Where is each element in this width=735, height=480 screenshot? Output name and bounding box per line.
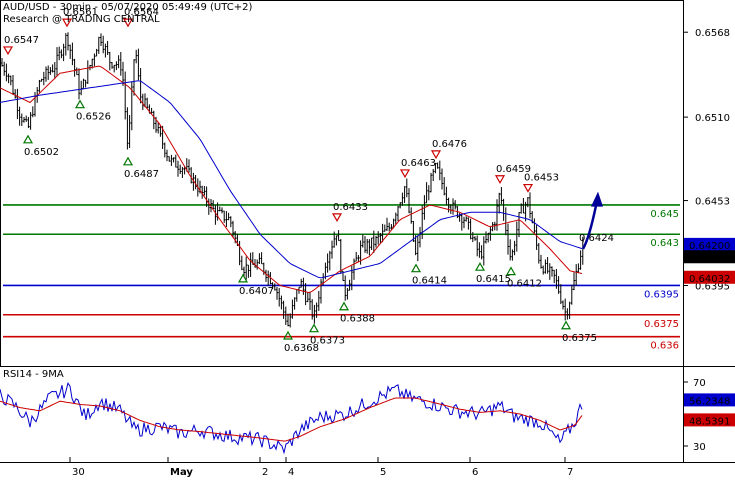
level-label: 0.636 <box>650 341 679 352</box>
swing-high-label: 0.6453 <box>524 173 559 184</box>
support-marker-icon <box>122 156 134 166</box>
resistance-marker-icon <box>399 169 411 179</box>
swing-low-label: 0.6414 <box>412 276 447 287</box>
swing-low-label: 0.6487 <box>124 169 159 180</box>
time-tick-label: May <box>170 467 193 478</box>
price-tag <box>684 237 735 251</box>
level-label: 0.645 <box>650 209 679 220</box>
rsi-value-tag <box>684 393 735 407</box>
swing-high-label: 0.6433 <box>333 202 368 213</box>
moving-average-line <box>0 80 583 279</box>
support-marker-icon <box>237 273 249 283</box>
time-tick-label: 5 <box>380 467 386 478</box>
swing-low-label: 0.6373 <box>310 336 345 347</box>
swing-high-label: 0.6459 <box>496 164 531 175</box>
resistance-marker-icon <box>122 18 134 28</box>
price-label: 0.6424 <box>579 233 614 244</box>
level-label: 0.6395 <box>644 289 679 300</box>
swing-high-label: 0.6476 <box>432 139 467 150</box>
support-marker-icon <box>560 320 572 330</box>
price-tick-label: 0.6453 <box>695 197 730 208</box>
rsi-tick-label: 70 <box>693 378 706 389</box>
support-marker-icon <box>505 266 517 276</box>
support-marker-icon <box>410 263 422 273</box>
moving-average-line <box>0 65 583 294</box>
swing-low-label: 0.6375 <box>562 333 597 344</box>
price-tag-label: 0.64032 <box>689 274 730 285</box>
resistance-marker-icon <box>331 213 343 223</box>
resistance-marker-icon <box>2 46 14 56</box>
swing-low-label: 0.6412 <box>507 279 542 290</box>
price-tag-label: 0.64200 <box>689 241 730 252</box>
swing-low-label: 0.6526 <box>76 112 111 123</box>
support-marker-icon <box>474 261 486 271</box>
swing-low-label: 0.6368 <box>284 343 319 354</box>
rsi-title: RSI14 - 9MA <box>3 369 64 380</box>
price-tag <box>684 270 735 284</box>
resistance-marker-icon <box>522 183 534 193</box>
rsi-line <box>0 382 583 455</box>
rsi-panel: 70 30 56.2348 48.5391 <box>0 366 735 455</box>
swing-low-label: 0.6388 <box>340 314 375 325</box>
support-marker-icon <box>308 323 320 333</box>
time-tick-label: 7 <box>567 467 573 478</box>
level-label: 0.643 <box>650 238 679 249</box>
level-label: 0.6375 <box>644 319 679 330</box>
rsi-ma-line <box>0 397 583 442</box>
resistance-marker-icon <box>430 150 442 160</box>
price-tag-label: 0.64171 <box>689 253 730 264</box>
price-tick-label: 0.6510 <box>695 113 730 124</box>
rsi-value-tag-label: 48.5391 <box>689 416 730 427</box>
support-marker-icon <box>338 301 350 311</box>
time-tick-label: 2 <box>262 467 268 478</box>
chart-title: AUD/USD - 30min - 05/07/2020 05:49:49 (U… <box>3 2 252 13</box>
time-axis: 30 May 2 4 5 6 7 <box>0 457 735 478</box>
time-tick-label: 4 <box>288 467 294 478</box>
swing-low-label: 0.6415 <box>476 274 511 285</box>
swing-low-label: 0.6502 <box>24 147 59 158</box>
support-marker-icon <box>22 134 34 144</box>
resistance-marker-icon <box>494 175 506 184</box>
forecast-arrow <box>581 205 598 250</box>
resistance-marker-icon <box>61 18 73 28</box>
time-tick-label: 30 <box>72 467 85 478</box>
swing-high-label: 0.6564 <box>124 7 159 18</box>
rsi-value-tag <box>684 413 735 427</box>
swing-low-label: 0.6407 <box>239 286 274 297</box>
price-tick-label: 0.6395 <box>695 281 730 292</box>
support-marker-icon <box>282 330 294 340</box>
support-marker-icon <box>74 99 86 109</box>
forecast-arrow-head-icon <box>591 191 603 207</box>
chart-subtitle: Research @ TRADING CENTRAL <box>3 14 160 25</box>
price-tag <box>684 250 735 264</box>
price-tick-label: 0.6568 <box>695 28 730 39</box>
rsi-tick-label: 30 <box>693 442 706 453</box>
swing-high-label: 0.6547 <box>4 35 39 46</box>
time-tick-label: 6 <box>472 467 478 478</box>
rsi-value-tag-label: 56.2348 <box>689 396 730 407</box>
swing-high-label: 0.6561 <box>63 7 98 18</box>
price-panel: 0.6568 0.6510 0.6453 0.6395 0.645 0.643 0.6395… <box>0 0 735 462</box>
swing-high-label: 0.6463 <box>401 158 436 169</box>
